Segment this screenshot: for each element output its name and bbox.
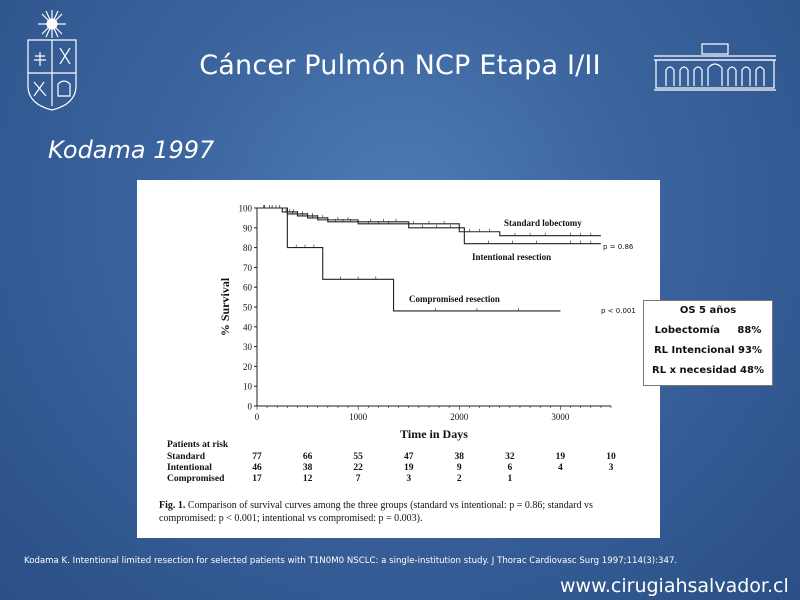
label-standard-lobectomy: Standard lobectomy bbox=[504, 218, 582, 228]
risk-cell: 17 bbox=[252, 474, 262, 484]
risk-cell: 3 bbox=[406, 474, 411, 484]
y-tick-label: 30 bbox=[243, 342, 253, 352]
risk-cell: 3 bbox=[609, 463, 614, 473]
risk-cell: 38 bbox=[455, 452, 465, 462]
y-tick-label: 50 bbox=[243, 303, 253, 313]
survival-figure: 0 10 20 30 40 50 60 70 80 90 100 0 1000 2000 3000 Time … bbox=[137, 180, 660, 538]
university-crest-icon bbox=[22, 8, 82, 112]
y-tick-label: 60 bbox=[243, 283, 253, 293]
risk-row-label: Standard bbox=[167, 452, 206, 462]
os-box-title: OS 5 años bbox=[679, 305, 737, 316]
x-tick-label: 0 bbox=[255, 412, 260, 422]
os-box-line-necessity: RL x necesidad 48% bbox=[652, 365, 764, 376]
y-axis-label: % Survival bbox=[218, 277, 232, 336]
risk-cell: 77 bbox=[252, 452, 262, 462]
risk-cell: 22 bbox=[353, 463, 363, 473]
website-link[interactable]: www.cirugiahsalvador.cl bbox=[560, 575, 789, 597]
risk-cell: 2 bbox=[457, 474, 462, 484]
citation: Kodama K. Intentional limited resection … bbox=[24, 556, 678, 566]
risk-cell: 55 bbox=[353, 452, 363, 462]
y-tick-label: 40 bbox=[243, 322, 253, 332]
risk-cell: 47 bbox=[404, 452, 414, 462]
risk-cell: 66 bbox=[303, 452, 313, 462]
risk-cell: 38 bbox=[303, 463, 313, 473]
y-tick-label: 100 bbox=[239, 204, 253, 214]
risk-cell: 32 bbox=[505, 452, 515, 462]
risk-cell: 10 bbox=[606, 452, 616, 462]
risk-cell: 46 bbox=[252, 463, 262, 473]
y-tick-label: 0 bbox=[248, 402, 253, 412]
caption-text: Comparison of survival curves among the … bbox=[159, 500, 593, 524]
y-tick-label: 10 bbox=[243, 382, 253, 392]
x-tick-label: 1000 bbox=[349, 412, 368, 422]
x-axis-label: Time in Days bbox=[400, 427, 468, 441]
annotation-p-compromised: p < 0.001 bbox=[601, 307, 636, 315]
os-box-line-lobectomy: Lobectomía 88% bbox=[654, 325, 762, 336]
caption-fig-label: Fig. 1. bbox=[159, 500, 186, 511]
risk-cell: 9 bbox=[457, 463, 462, 473]
curve-compromised-resection bbox=[257, 207, 561, 312]
risk-row-label: Compromised bbox=[167, 474, 225, 484]
figure-caption: Fig. 1. Comparison of survival curves am… bbox=[159, 499, 649, 525]
risk-row-label: Intentional bbox=[167, 463, 212, 473]
annotation-p-standard-vs-intentional: p = 0.86 bbox=[603, 243, 634, 251]
label-compromised-resection: Compromised resection bbox=[409, 294, 500, 304]
slide-subtitle: Kodama 1997 bbox=[48, 136, 215, 164]
x-tick-label: 2000 bbox=[450, 412, 469, 422]
risk-cell: 6 bbox=[507, 463, 512, 473]
os-box-line-intentional: RL Intencional 93% bbox=[653, 345, 762, 356]
os-summary-box: OS 5 años Lobectomía 88% RL Intencional … bbox=[643, 300, 773, 386]
y-tick-label: 90 bbox=[243, 223, 253, 233]
risk-cell: 19 bbox=[404, 463, 414, 473]
y-tick-label: 70 bbox=[243, 263, 253, 273]
risk-cell: 1 bbox=[507, 474, 512, 484]
risk-cell: 4 bbox=[558, 463, 563, 473]
hospital-building-icon bbox=[652, 42, 778, 92]
risk-cell: 19 bbox=[556, 452, 566, 462]
slide-title: Cáncer Pulmón NCP Etapa I/II bbox=[199, 50, 601, 81]
x-tick-label: 3000 bbox=[551, 412, 570, 422]
risk-cell: 7 bbox=[356, 474, 361, 484]
risk-cell: 12 bbox=[303, 474, 313, 484]
y-tick-label: 20 bbox=[243, 362, 253, 372]
label-intentional-resection: Intentional resection bbox=[472, 252, 551, 262]
y-tick-label: 80 bbox=[243, 243, 253, 253]
risk-table-title: Patients at risk bbox=[167, 440, 229, 450]
